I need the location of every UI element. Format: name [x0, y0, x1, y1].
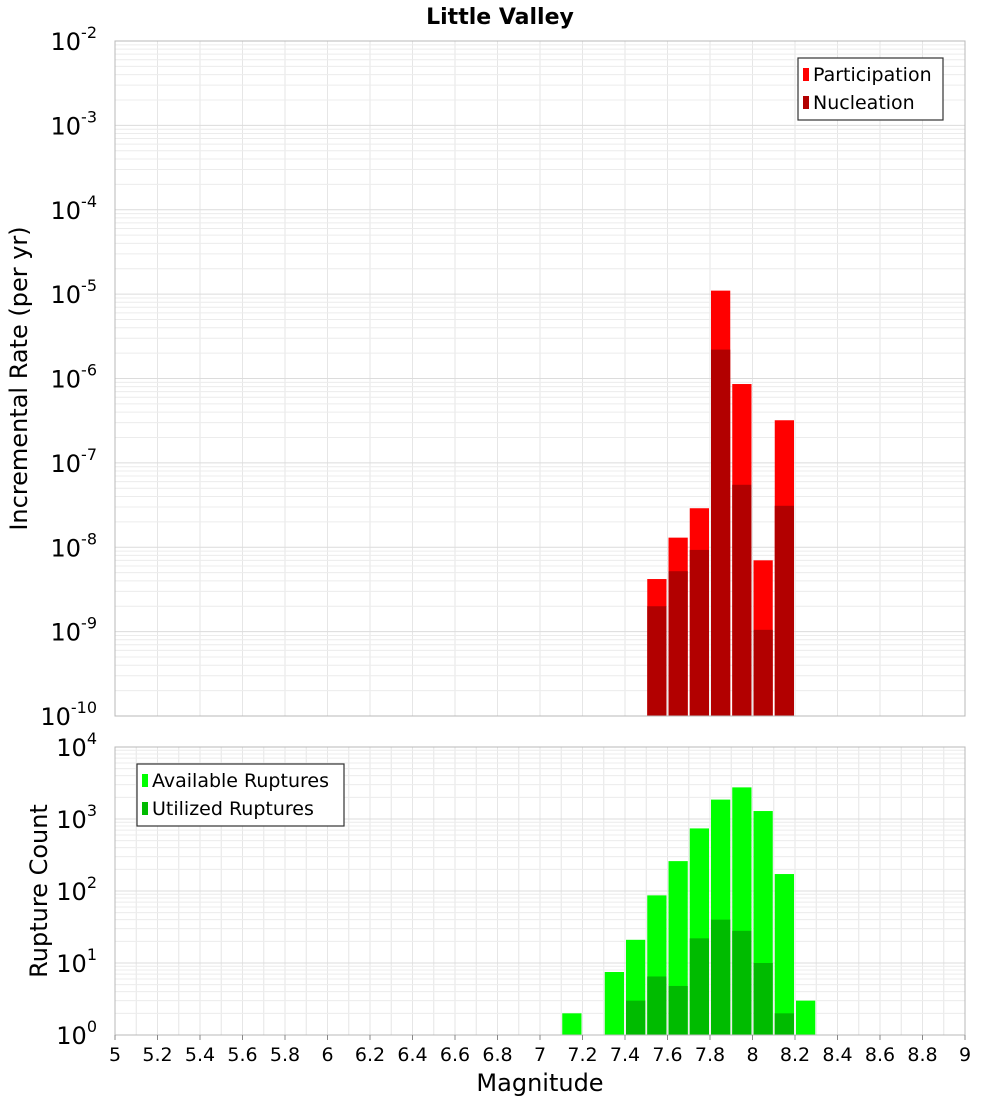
- x-tick-label: 6: [321, 1044, 333, 1066]
- y-tick-label: 10-9: [51, 614, 98, 647]
- bar-nucleation: [689, 549, 709, 716]
- legend-swatch: [803, 96, 809, 109]
- legend-swatch: [142, 774, 148, 787]
- bar-utilized-ruptures: [626, 1000, 646, 1035]
- x-tick-label: 8.2: [780, 1044, 810, 1066]
- x-tick-label: 6.4: [397, 1044, 427, 1066]
- x-tick-label: 8.4: [822, 1044, 852, 1066]
- y-tick-label: 10-5: [51, 276, 98, 309]
- x-tick-label: 7.8: [695, 1044, 725, 1066]
- y-axis-label: Incremental Rate (per yr): [5, 226, 33, 530]
- x-tick-label: 6.2: [355, 1044, 385, 1066]
- x-tick-label: 9: [959, 1044, 971, 1066]
- bar-utilized-ruptures: [711, 919, 731, 1035]
- bar-nucleation: [647, 606, 667, 716]
- x-tick-label: 7.2: [567, 1044, 597, 1066]
- x-tick-label: 5: [109, 1044, 121, 1066]
- y-tick-label: 10-3: [51, 107, 98, 140]
- legend-swatch: [803, 68, 809, 81]
- x-axis-label: Magnitude: [476, 1069, 603, 1097]
- x-tick-label: 8: [746, 1044, 758, 1066]
- x-tick-label: 5.4: [185, 1044, 215, 1066]
- bar-available-ruptures: [562, 1013, 582, 1035]
- legend-swatch: [142, 802, 148, 815]
- bar-nucleation: [711, 349, 731, 716]
- panel-rate: 10-10 10-9 10-8 10-7 10-6 10-5 10-4 10-3 10-2 Inc…: [5, 5, 966, 731]
- bar-available-ruptures: [604, 971, 624, 1035]
- legend-box: [797, 57, 944, 121]
- chart-title: Little Valley: [426, 5, 574, 30]
- panel-rupture-count: 100 101 102 103 104 Rupture Count 5 5.2 5.4 5.6 5.…: [25, 729, 971, 1097]
- bar-available-ruptures: [796, 1000, 816, 1035]
- x-tick-label: 7.4: [610, 1044, 640, 1066]
- bar-utilized-ruptures: [774, 1013, 794, 1035]
- y-tick-label: 102: [56, 873, 97, 906]
- x-tick-label: 6.8: [482, 1044, 512, 1066]
- legend-box: [136, 763, 345, 827]
- x-tick-label: 5.6: [227, 1044, 257, 1066]
- legend: Available Ruptures Utilized Ruptures: [136, 763, 345, 827]
- plot-frame: [114, 40, 966, 717]
- y-tick-label: 10-4: [51, 192, 98, 225]
- x-tick-label: 7: [534, 1044, 546, 1066]
- y-tick-label: 104: [56, 729, 97, 762]
- bar-utilized-ruptures: [732, 930, 752, 1035]
- bar-utilized-ruptures: [668, 985, 688, 1035]
- y-tick-label: 10-2: [51, 23, 98, 56]
- x-tick-label: 8.8: [907, 1044, 937, 1066]
- bar-utilized-ruptures: [689, 938, 709, 1035]
- y-tick-label: 103: [56, 801, 97, 834]
- bar-nucleation: [753, 629, 773, 716]
- legend-label: Utilized Ruptures: [152, 798, 314, 820]
- bar-utilized-ruptures: [753, 963, 773, 1035]
- x-tick-label: 8.6: [865, 1044, 895, 1066]
- x-tick-label: 5.8: [270, 1044, 300, 1066]
- bar-nucleation: [668, 571, 688, 716]
- y-tick-label: 10-7: [51, 445, 98, 478]
- legend-label: Available Ruptures: [152, 770, 329, 792]
- y-tick-label: 10-6: [51, 361, 98, 394]
- bar-utilized-ruptures: [647, 976, 667, 1035]
- x-tick-label: 5.2: [142, 1044, 172, 1066]
- y-tick-label: 101: [56, 945, 97, 978]
- y-axis-label: Rupture Count: [25, 804, 53, 978]
- x-tick-label: 6.6: [440, 1044, 470, 1066]
- x-tick-label: 7.6: [652, 1044, 682, 1066]
- bar-available-ruptures: [774, 874, 794, 1035]
- legend-label: Participation: [813, 64, 932, 86]
- legend-label: Nucleation: [813, 92, 915, 114]
- bar-nucleation: [774, 505, 794, 716]
- legend: Participation Nucleation: [797, 57, 944, 121]
- bar-nucleation: [732, 484, 752, 716]
- y-tick-label: 10-10: [40, 698, 97, 731]
- y-tick-label: 100: [56, 1017, 97, 1050]
- y-tick-label: 10-8: [51, 529, 98, 562]
